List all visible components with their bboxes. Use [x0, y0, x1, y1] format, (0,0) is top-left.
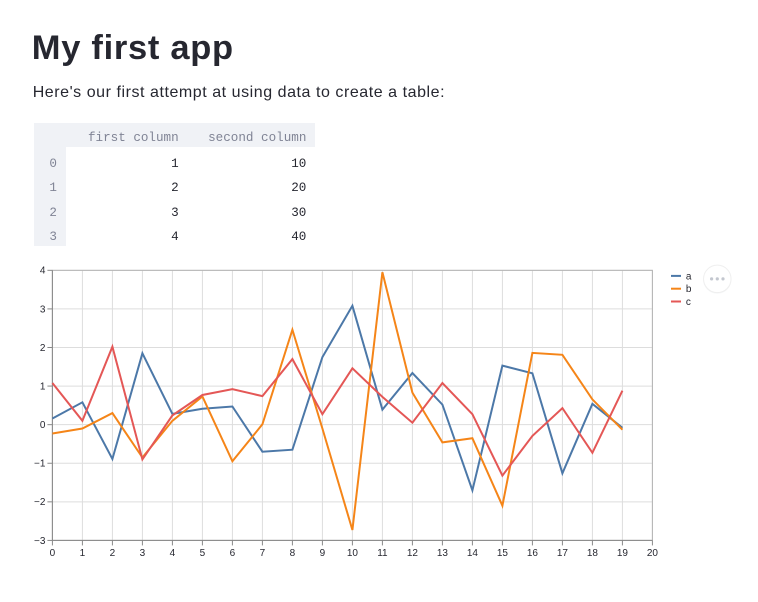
svg-text:6: 6	[230, 548, 236, 559]
svg-text:4: 4	[40, 266, 46, 277]
svg-text:16: 16	[527, 548, 539, 559]
svg-text:2: 2	[40, 343, 46, 354]
svg-text:0: 0	[50, 548, 56, 559]
svg-text:0: 0	[40, 420, 46, 431]
svg-text:20: 20	[647, 548, 659, 559]
svg-text:8: 8	[290, 548, 296, 559]
svg-text:10: 10	[347, 548, 359, 559]
svg-text:9: 9	[320, 548, 326, 559]
svg-text:18: 18	[587, 548, 599, 559]
svg-text:19: 19	[617, 548, 629, 559]
svg-text:15: 15	[497, 548, 509, 559]
svg-text:14: 14	[467, 548, 479, 559]
svg-text:1: 1	[80, 548, 86, 559]
svg-text:3: 3	[40, 304, 46, 315]
svg-text:b: b	[686, 284, 692, 295]
svg-text:1: 1	[40, 382, 46, 393]
svg-text:7: 7	[260, 548, 266, 559]
svg-text:13: 13	[437, 548, 449, 559]
svg-text:17: 17	[557, 548, 569, 559]
svg-text:c: c	[686, 297, 691, 308]
svg-text:a: a	[686, 271, 692, 282]
svg-text:12: 12	[407, 548, 419, 559]
svg-text:4: 4	[170, 548, 176, 559]
svg-text:3: 3	[140, 548, 146, 559]
svg-text:11: 11	[377, 548, 388, 559]
svg-text:−3: −3	[34, 536, 46, 547]
svg-text:2: 2	[110, 548, 116, 559]
svg-text:−2: −2	[34, 497, 46, 508]
svg-text:5: 5	[200, 548, 206, 559]
svg-text:−1: −1	[34, 459, 46, 470]
